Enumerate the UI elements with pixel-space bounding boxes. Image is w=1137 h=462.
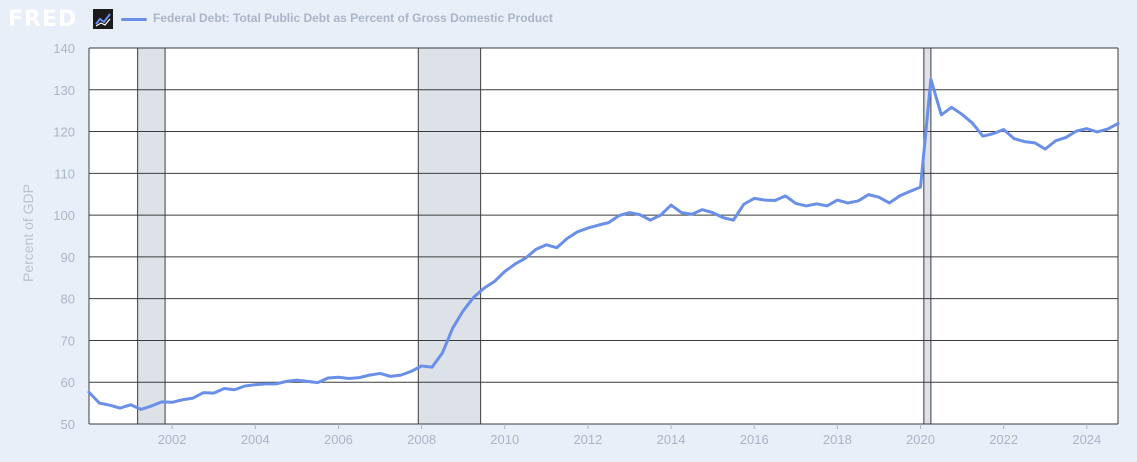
fred-graph-icon xyxy=(93,9,113,29)
y-tick-label: 120 xyxy=(53,125,75,140)
grid-lines xyxy=(88,47,1119,425)
y-tick-label: 130 xyxy=(53,83,75,98)
series-line xyxy=(87,77,1120,411)
x-tick-label: 2018 xyxy=(823,432,852,447)
x-tick-label: 2014 xyxy=(657,432,686,447)
recession-band xyxy=(923,48,931,424)
x-axis-ticks: 2002 2004 2006 2008 2010 2012 2014 2016 2018 2020… xyxy=(158,424,1101,447)
x-tick-label: 2024 xyxy=(1072,432,1101,447)
chart-header: FRED Federal Debt: Total Public Debt as … xyxy=(0,0,1137,38)
x-tick-label: 2002 xyxy=(158,432,187,447)
x-tick-label: 2012 xyxy=(573,432,602,447)
y-tick-label: 110 xyxy=(54,166,75,181)
y-tick-label: 50 xyxy=(61,417,75,432)
plot-area xyxy=(89,48,1118,424)
recession-band xyxy=(137,48,166,424)
y-tick-label: 90 xyxy=(61,250,75,265)
x-tick-label: 2016 xyxy=(740,432,769,447)
recession-band xyxy=(418,48,481,424)
fred-logo[interactable]: FRED xyxy=(8,7,78,32)
series-points xyxy=(88,79,1119,410)
y-tick-label: 140 xyxy=(53,41,75,56)
recession-bands xyxy=(137,48,932,424)
x-tick-label: 2008 xyxy=(407,432,436,447)
y-tick-label: 70 xyxy=(61,333,75,348)
legend-swatch xyxy=(121,18,147,21)
y-tick-label: 80 xyxy=(61,292,75,307)
x-tick-label: 2010 xyxy=(490,432,519,447)
x-tick-label: 2006 xyxy=(324,432,353,447)
y-tick-label: 100 xyxy=(53,208,75,223)
x-tick-label: 2004 xyxy=(241,432,270,447)
x-tick-label: 2020 xyxy=(906,432,935,447)
y-axis-ticks: 50 60 70 80 90 100 110 120 130 140 xyxy=(53,41,75,432)
legend-label: Federal Debt: Total Public Debt as Perce… xyxy=(153,11,553,25)
y-tick-label: 60 xyxy=(61,375,75,390)
x-tick-label: 2022 xyxy=(989,432,1018,447)
